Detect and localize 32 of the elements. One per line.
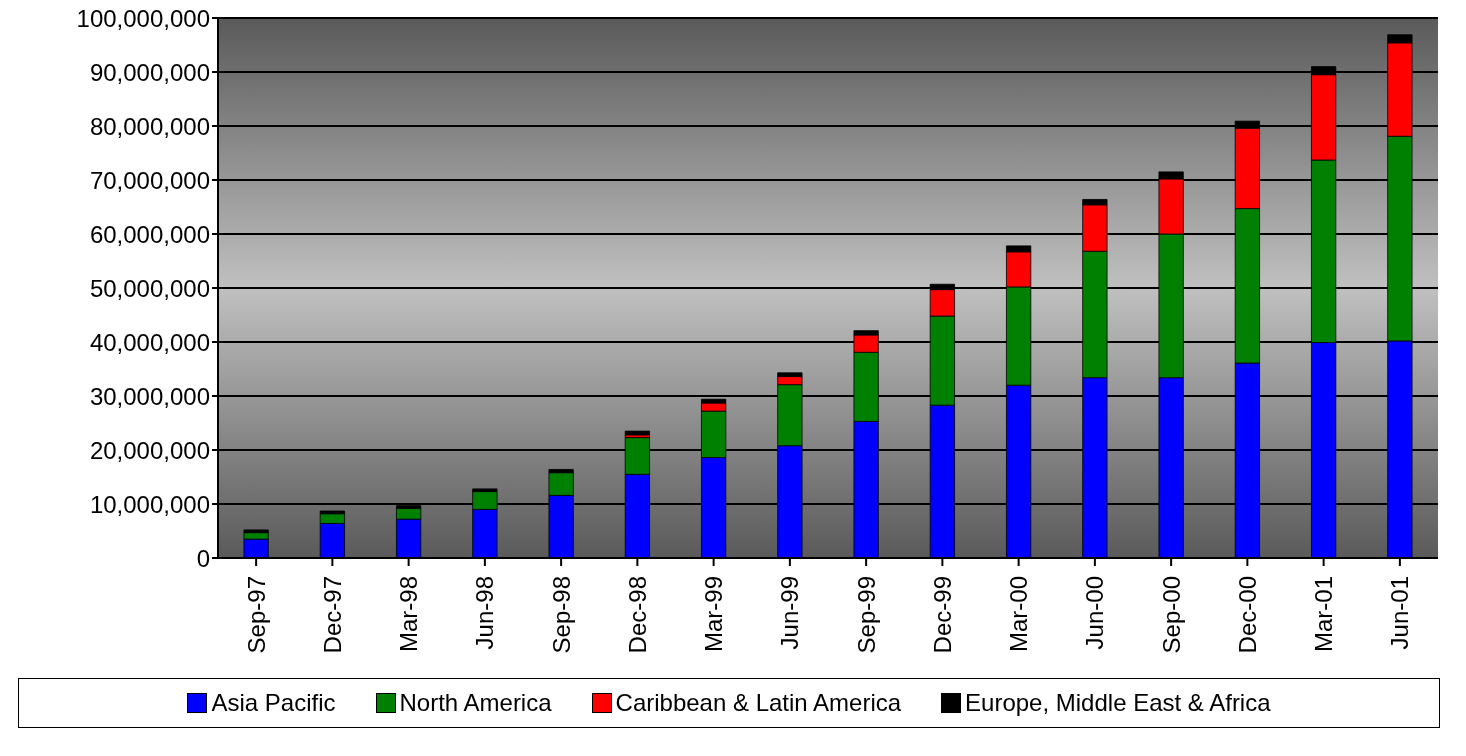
x-tick-label: Mar-01 [1310, 576, 1338, 653]
x-tick-label: Dec-97 [318, 576, 346, 654]
y-tick-label: 100,000,000 [76, 4, 210, 32]
x-tick-label: Sep-98 [547, 576, 575, 654]
x-tick-label: Dec-99 [928, 576, 956, 654]
y-tick-label: 60,000,000 [89, 220, 210, 248]
y-tick-label: 50,000,000 [89, 274, 210, 302]
y-tick-label: 30,000,000 [89, 382, 210, 410]
x-tick-label: Mar-98 [395, 576, 423, 653]
x-tick-label: Jun-99 [776, 576, 804, 650]
y-tick-label: 70,000,000 [89, 166, 210, 194]
legend-label: Caribbean & Latin America [615, 689, 902, 717]
x-tick-label: Jun-00 [1081, 576, 1109, 650]
x-tick-label: Jun-98 [471, 576, 499, 650]
y-tick-label: 90,000,000 [89, 58, 210, 86]
legend-label: Asia Pacific [211, 689, 336, 717]
bar [624, 430, 650, 436]
x-tick-label: Sep-97 [242, 576, 270, 654]
legend-label: North America [399, 689, 552, 717]
x-tick-label: Dec-00 [1233, 576, 1261, 654]
y-tick-label: 20,000,000 [89, 436, 210, 464]
y-tick-label: 0 [196, 544, 210, 572]
x-tick-label: Mar-00 [1005, 576, 1033, 653]
x-tick-label: Jun-01 [1386, 576, 1414, 650]
x-tick-label: Dec-98 [623, 576, 651, 654]
x-tick-label: Mar-99 [700, 576, 728, 653]
legend-label: Europe, Middle East & Africa [965, 689, 1271, 717]
y-tick-label: 10,000,000 [89, 490, 210, 518]
x-tick-label: Sep-99 [852, 576, 880, 654]
y-tick-label: 40,000,000 [89, 328, 210, 356]
x-tick-label: Sep-00 [1157, 576, 1185, 654]
y-tick-label: 80,000,000 [89, 112, 210, 140]
